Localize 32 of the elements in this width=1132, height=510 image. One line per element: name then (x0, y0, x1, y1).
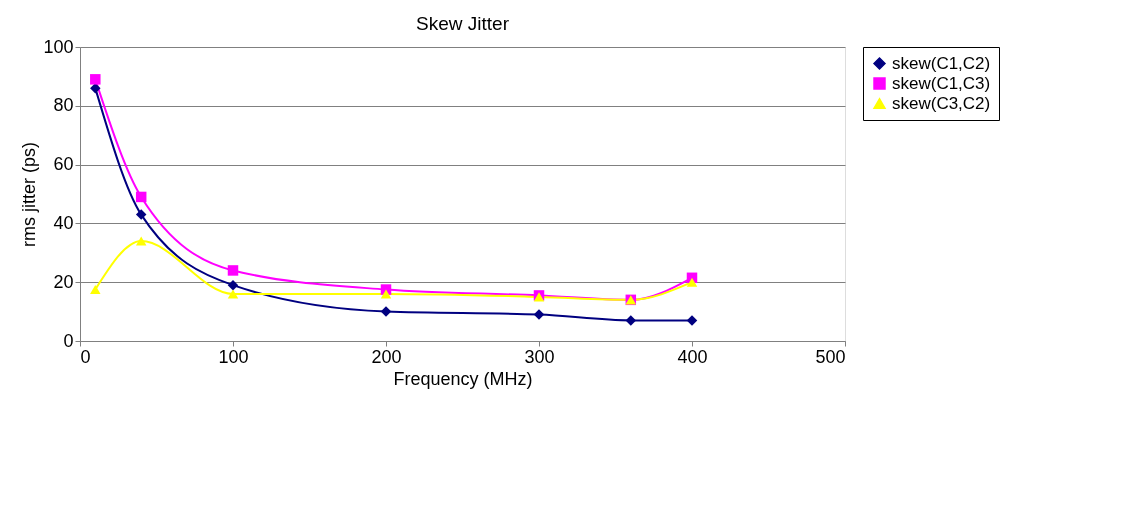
x-tick-label: 500 (815, 346, 846, 367)
y-tick-label: 60 (53, 154, 74, 175)
point (90, 285, 101, 295)
x-tick-label: 100 (218, 346, 249, 367)
x-axis-title: Frequency (MHz) (393, 368, 533, 389)
y-tick-label: 40 (53, 212, 74, 233)
legend-label: skew(C1,C2) (892, 53, 991, 73)
y-axis-title: rms jitter (ps) (19, 142, 40, 247)
chart-title: Skew Jitter (416, 13, 510, 34)
x-tick-label: 0 (80, 346, 91, 367)
point (90, 74, 101, 85)
point (227, 289, 239, 299)
point (227, 279, 239, 291)
point (686, 315, 698, 326)
point (135, 191, 147, 203)
point (686, 277, 698, 287)
point (380, 306, 392, 317)
legend-label: skew(C1,C3) (892, 73, 991, 93)
y-tick-label: 0 (63, 330, 74, 351)
y-tick-label: 100 (43, 36, 74, 57)
point (380, 289, 392, 299)
legend-label: skew(C3,C2) (892, 93, 991, 113)
y-tick-label: 80 (53, 95, 74, 116)
point (135, 209, 147, 220)
x-tick-label: 300 (524, 346, 555, 367)
point (625, 315, 637, 326)
point (533, 309, 545, 320)
y-tick-label: 20 (53, 271, 74, 292)
point (135, 236, 147, 246)
x-tick-label: 400 (677, 346, 708, 367)
x-tick-label: 200 (371, 346, 402, 367)
point (227, 265, 239, 276)
